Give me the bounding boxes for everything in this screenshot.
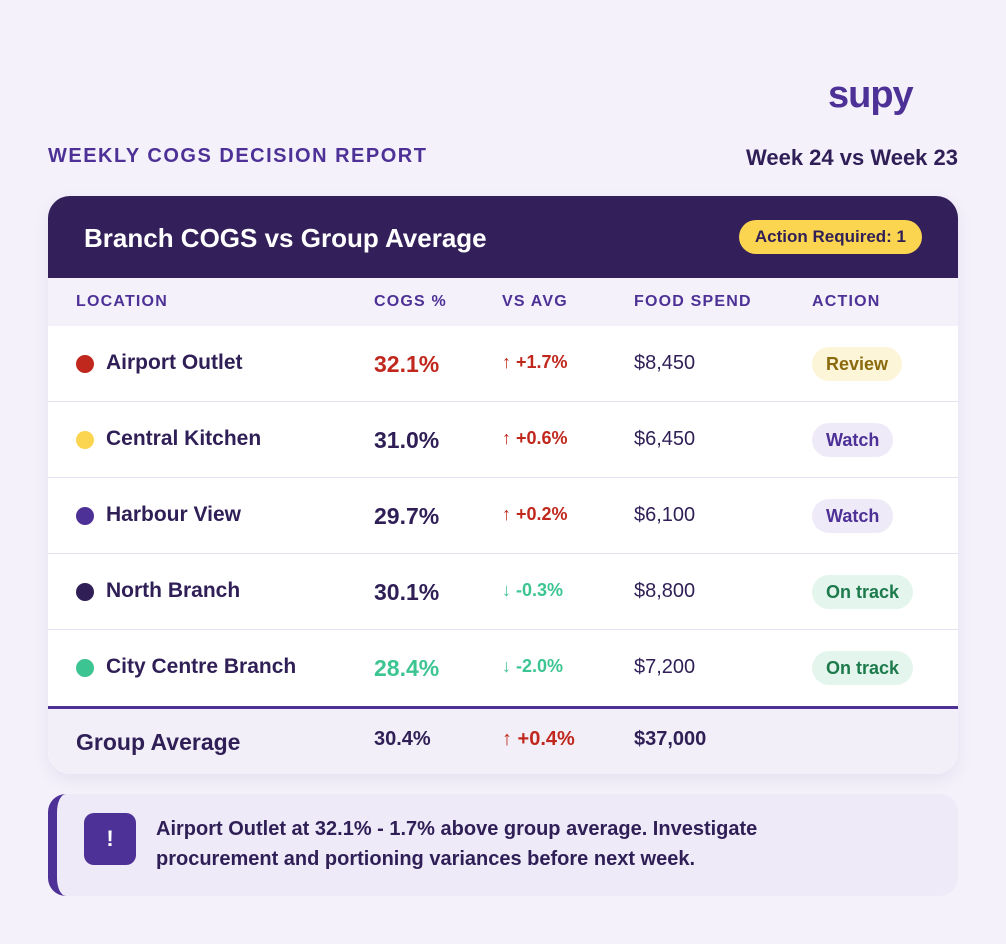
cogs-value: 31.0% [374,427,440,453]
supy-logo: supy [828,74,914,116]
cogs-value: 28.4% [374,655,440,681]
alert-callout: ! Airport Outlet at 32.1% - 1.7% above g… [48,794,958,896]
column-header-location[interactable]: LOCATION [76,293,168,310]
location-name: North Branch [106,579,241,602]
cogs-value: 29.7% [374,503,440,529]
table-row[interactable]: North Branch 30.1% ↓ -0.3% $8,800 On track [48,554,958,630]
action-required-badge[interactable]: Action Required: 1 [738,220,922,254]
status-dot [76,431,94,449]
report-title: WEEKLY COGS DECISION REPORT [48,145,428,167]
vs-avg-value: ↑ +0.2% [502,504,568,524]
table-row[interactable]: City Centre Branch 28.4% ↓ -2.0% $7,200 On t… [48,630,958,706]
group-average-vs-avg: ↑ +0.4% [502,728,575,750]
exclamation-icon: ! [84,813,136,865]
location-name: Central Kitchen [106,427,262,450]
card-header: Branch COGS vs Group Average Action Requ… [48,196,958,278]
vs-avg-value: ↑ +0.6% [502,428,568,448]
column-header-action[interactable]: ACTION [812,293,881,310]
group-average-cogs: 30.4% [374,728,431,750]
table-row[interactable]: Airport Outlet 32.1% ↑ +1.7% $8,450 Review [48,326,958,402]
action-pill[interactable]: Review [812,347,903,381]
cogs-comparison-card: Branch COGS vs Group Average Action Requ… [48,196,958,774]
cogs-value: 32.1% [374,351,440,377]
status-dot [76,583,94,601]
group-average-row: Group Average 30.4% ↑ +0.4% $37,000 [48,706,958,774]
action-pill[interactable]: Watch [812,499,894,533]
table-row[interactable]: Central Kitchen 31.0% ↑ +0.6% $6,450 Watch [48,402,958,478]
status-dot [76,507,94,525]
group-average-label: Group Average [76,729,241,755]
action-pill[interactable]: On track [812,575,914,609]
cogs-value: 30.1% [374,579,440,605]
vs-avg-value: ↓ -0.3% [502,580,564,600]
food-spend-value: $8,450 [634,352,696,374]
action-pill[interactable]: On track [812,651,914,685]
alert-message: Airport Outlet at 32.1% - 1.7% above gro… [156,818,758,870]
column-header-food-spend[interactable]: FOOD SPEND [634,293,752,310]
table-header: LOCATION COGS % VS AVG FOOD SPEND ACTION [48,278,958,326]
food-spend-value: $6,450 [634,428,696,450]
food-spend-value: $6,100 [634,504,696,526]
status-dot [76,659,94,677]
column-header-vs-avg[interactable]: VS AVG [502,293,568,310]
status-dot [76,355,94,373]
vs-avg-value: ↓ -2.0% [502,656,564,676]
location-name: Harbour View [106,503,241,526]
vs-avg-value: ↑ +1.7% [502,352,568,372]
action-pill[interactable]: Watch [812,423,894,457]
table-row[interactable]: Harbour View 29.7% ↑ +0.2% $6,100 Watch [48,478,958,554]
column-header-cogs[interactable]: COGS % [374,293,447,310]
week-comparison-label: Week 24 vs Week 23 [745,145,958,170]
group-average-food-spend: $37,000 [634,728,707,750]
food-spend-value: $8,800 [634,580,696,602]
card-title: Branch COGS vs Group Average [84,223,487,253]
location-name: City Centre Branch [106,655,297,678]
food-spend-value: $7,200 [634,656,696,678]
table-body: Airport Outlet 32.1% ↑ +1.7% $8,450 Review Ce… [48,326,958,706]
location-name: Airport Outlet [106,351,243,374]
